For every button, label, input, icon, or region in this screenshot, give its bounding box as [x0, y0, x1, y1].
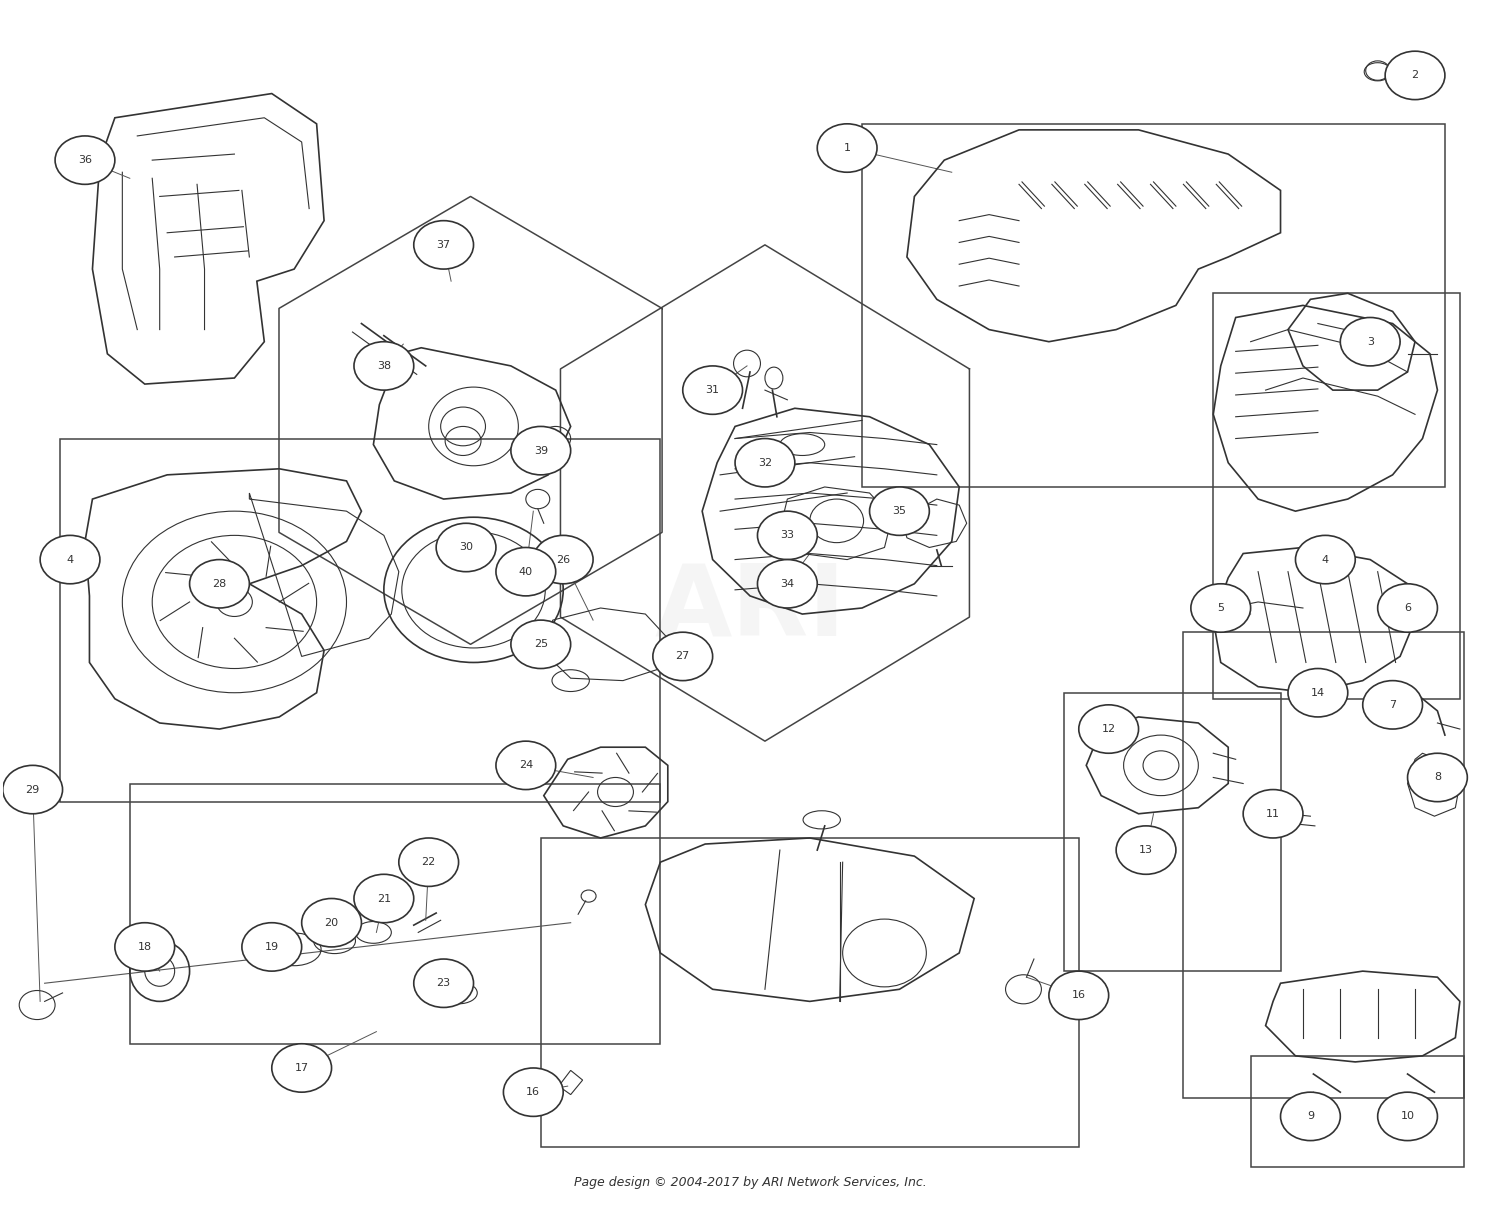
Bar — [1214, 293, 1460, 699]
Text: 31: 31 — [705, 385, 720, 395]
Circle shape — [189, 559, 249, 608]
Circle shape — [1048, 972, 1108, 1019]
Text: 27: 27 — [675, 652, 690, 662]
Text: 20: 20 — [324, 918, 339, 928]
Text: 12: 12 — [1101, 724, 1116, 734]
Circle shape — [1288, 669, 1348, 717]
Circle shape — [116, 923, 174, 972]
Circle shape — [56, 136, 116, 185]
Text: 22: 22 — [422, 857, 436, 867]
Text: 17: 17 — [294, 1063, 309, 1073]
Text: 6: 6 — [1404, 603, 1411, 613]
Text: 39: 39 — [534, 445, 548, 456]
Circle shape — [504, 1068, 562, 1116]
Bar — [130, 783, 660, 1043]
Circle shape — [512, 620, 570, 669]
Circle shape — [272, 1043, 332, 1092]
Text: Page design © 2004-2017 by ARI Network Services, Inc.: Page design © 2004-2017 by ARI Network S… — [573, 1176, 927, 1189]
Circle shape — [818, 124, 878, 173]
Circle shape — [414, 220, 474, 269]
Text: 9: 9 — [1306, 1111, 1314, 1121]
Text: 5: 5 — [1218, 603, 1224, 613]
Text: 8: 8 — [1434, 772, 1442, 782]
Text: 23: 23 — [436, 978, 450, 989]
Text: 3: 3 — [1366, 337, 1374, 347]
Circle shape — [1116, 826, 1176, 874]
Circle shape — [1362, 681, 1422, 730]
Circle shape — [1384, 51, 1444, 100]
Bar — [862, 124, 1444, 486]
Text: 25: 25 — [534, 640, 548, 649]
Text: 11: 11 — [1266, 809, 1280, 818]
Circle shape — [1191, 584, 1251, 632]
Text: 38: 38 — [376, 361, 392, 371]
Circle shape — [436, 523, 496, 572]
Text: 35: 35 — [892, 506, 906, 516]
Circle shape — [735, 439, 795, 486]
Text: 36: 36 — [78, 156, 92, 165]
Text: 10: 10 — [1401, 1111, 1414, 1121]
Text: 29: 29 — [26, 784, 40, 794]
Text: 1: 1 — [843, 143, 850, 153]
Text: 24: 24 — [519, 760, 532, 771]
Text: 21: 21 — [376, 894, 392, 903]
Circle shape — [512, 427, 570, 475]
Text: ARI: ARI — [654, 559, 846, 657]
Text: 34: 34 — [780, 579, 795, 589]
Text: 19: 19 — [264, 942, 279, 952]
Bar — [1251, 1055, 1464, 1167]
Circle shape — [40, 535, 101, 584]
Circle shape — [1244, 789, 1304, 838]
Circle shape — [216, 587, 252, 617]
Text: 4: 4 — [66, 554, 74, 564]
Text: 13: 13 — [1138, 845, 1154, 855]
Circle shape — [1281, 1092, 1341, 1141]
Text: 26: 26 — [556, 554, 570, 564]
Circle shape — [496, 741, 555, 789]
Text: 40: 40 — [519, 567, 532, 576]
Text: 37: 37 — [436, 240, 450, 249]
Bar — [1064, 693, 1281, 972]
Circle shape — [496, 547, 555, 596]
Bar — [60, 439, 660, 801]
Text: 7: 7 — [1389, 700, 1396, 710]
Circle shape — [242, 923, 302, 972]
Circle shape — [1377, 1092, 1437, 1141]
Text: 32: 32 — [758, 457, 772, 468]
Circle shape — [682, 366, 742, 415]
Bar — [1184, 632, 1464, 1098]
Circle shape — [870, 486, 930, 535]
Circle shape — [534, 535, 592, 584]
Text: 16: 16 — [526, 1087, 540, 1097]
Text: 4: 4 — [1322, 554, 1329, 564]
Circle shape — [3, 765, 63, 814]
Circle shape — [302, 899, 362, 947]
Text: 28: 28 — [213, 579, 226, 589]
Circle shape — [399, 838, 459, 886]
Circle shape — [354, 342, 414, 390]
Circle shape — [1296, 535, 1356, 584]
Circle shape — [1341, 317, 1400, 366]
Circle shape — [758, 511, 818, 559]
Circle shape — [758, 559, 818, 608]
Circle shape — [1377, 584, 1437, 632]
Circle shape — [414, 959, 474, 1007]
Text: 30: 30 — [459, 542, 472, 552]
Circle shape — [1407, 753, 1467, 801]
Circle shape — [354, 874, 414, 923]
Circle shape — [1078, 705, 1138, 753]
Text: 16: 16 — [1072, 990, 1086, 1001]
Text: 14: 14 — [1311, 688, 1324, 698]
Bar — [542, 838, 1078, 1147]
Circle shape — [652, 632, 712, 681]
Text: 2: 2 — [1412, 71, 1419, 80]
Text: 33: 33 — [780, 530, 795, 540]
Text: 18: 18 — [138, 942, 152, 952]
